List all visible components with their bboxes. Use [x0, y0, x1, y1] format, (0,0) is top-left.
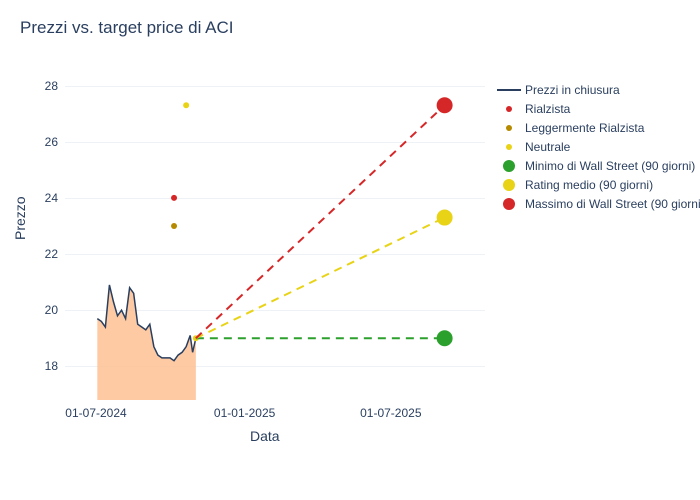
legend-item[interactable]: Massimo di Wall Street (90 giorni) — [495, 194, 700, 213]
legend-dot-swatch — [506, 144, 512, 150]
massimo-projection-line — [196, 105, 445, 338]
legend-line-swatch — [497, 89, 521, 91]
legend-item[interactable]: Prezzi in chiusura — [495, 80, 700, 99]
legend-dot-swatch — [503, 179, 515, 191]
legend-label: Massimo di Wall Street (90 giorni) — [525, 197, 700, 211]
price-area — [97, 285, 196, 400]
legend-dot-swatch — [506, 106, 512, 112]
rating_medio-projection-line — [196, 218, 445, 339]
x-axis-label: Data — [250, 428, 280, 444]
legend-label: Leggermente Rialzista — [525, 121, 644, 135]
y-tick-label: 28 — [23, 79, 58, 93]
plot-svg — [65, 80, 485, 400]
legend-dot-swatch — [503, 198, 515, 210]
x-tick-label: 01-07-2024 — [65, 406, 126, 420]
legend-label: Minimo di Wall Street (90 giorni) — [525, 159, 695, 173]
legend-label: Neutrale — [525, 140, 570, 154]
legend-item[interactable]: Minimo di Wall Street (90 giorni) — [495, 156, 700, 175]
legend: Prezzi in chiusura Rialzista Leggermente R… — [495, 80, 700, 213]
y-tick-label: 24 — [23, 191, 58, 205]
minimo-marker — [437, 330, 453, 346]
rialzista-point — [171, 195, 177, 201]
x-tick-label: 01-07-2025 — [360, 406, 421, 420]
legend-item[interactable]: Rialzista — [495, 99, 700, 118]
y-tick-label: 26 — [23, 135, 58, 149]
legend-label: Rating medio (90 giorni) — [525, 178, 653, 192]
y-tick-label: 18 — [23, 359, 58, 373]
legend-item[interactable]: Neutrale — [495, 137, 700, 156]
legend-dot-swatch — [503, 160, 515, 172]
chart-title: Prezzi vs. target price di ACI — [20, 18, 234, 38]
rating_medio-marker — [437, 210, 453, 226]
legend-item[interactable]: Rating medio (90 giorni) — [495, 175, 700, 194]
leg_rialzista-point — [171, 223, 177, 229]
y-tick-label: 20 — [23, 303, 58, 317]
chart-container: Prezzi vs. target price di ACI Prezzo Da… — [0, 0, 700, 500]
y-tick-label: 22 — [23, 247, 58, 261]
legend-label: Rialzista — [525, 102, 570, 116]
legend-label: Prezzi in chiusura — [525, 83, 620, 97]
plot-area — [65, 80, 485, 400]
x-tick-label: 01-01-2025 — [214, 406, 275, 420]
neutrale1-point — [183, 102, 189, 108]
massimo-marker — [437, 97, 453, 113]
legend-dot-swatch — [506, 125, 512, 131]
legend-item[interactable]: Leggermente Rialzista — [495, 118, 700, 137]
